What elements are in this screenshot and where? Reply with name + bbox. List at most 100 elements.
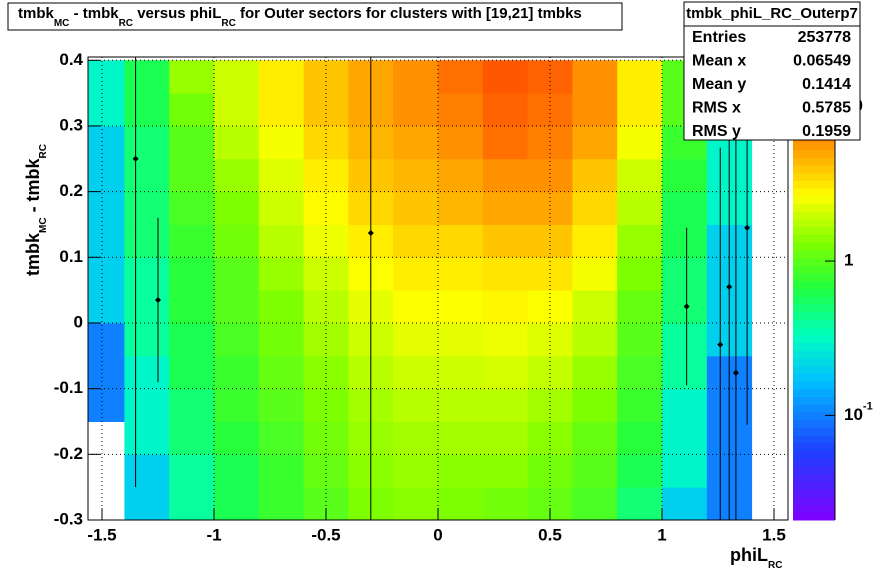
heat-cell: [393, 421, 439, 455]
stats-value: 0.06549: [793, 53, 851, 70]
heat-cell: [438, 290, 484, 324]
heat-cell: [303, 355, 349, 390]
heat-cell: [169, 125, 215, 160]
profile-point: [726, 283, 733, 290]
palette-swatch: [793, 327, 835, 336]
heat-cell: [438, 257, 484, 291]
y-tick-label: 0.2: [59, 181, 83, 200]
heat-cell: [258, 191, 305, 225]
heat-cell: [482, 191, 529, 225]
heat-cell: [438, 388, 484, 422]
heat-cell: [572, 322, 618, 357]
profile-point: [683, 303, 690, 310]
heat-cell: [662, 454, 708, 488]
palette-swatch: [793, 311, 835, 320]
palette-swatch: [793, 180, 835, 189]
heat-cell: [88, 388, 125, 422]
heat-cell: [393, 158, 439, 193]
heat-cell: [124, 93, 170, 127]
y-tick-label: 0.3: [59, 115, 83, 134]
heat-cell: [662, 355, 708, 390]
heat-cell: [438, 191, 484, 225]
heat-cell: [303, 191, 349, 225]
profile-point: [732, 369, 739, 376]
heat-cell: [258, 158, 305, 193]
heat-cell: [527, 158, 573, 193]
heat-cell: [662, 388, 708, 422]
palette-swatch: [793, 319, 835, 328]
heat-cell: [617, 355, 663, 390]
heat-cell: [572, 224, 618, 258]
subscript: RC: [768, 560, 782, 571]
palette-swatch: [793, 404, 835, 413]
heat-cell: [214, 158, 260, 193]
subscript: RC: [221, 18, 235, 29]
y-tick-label: -0.1: [54, 378, 83, 397]
heat-cell: [88, 257, 125, 291]
palette-swatch: [793, 234, 835, 243]
stats-box: tmbk_phiL_RC_Outerp7 Entries 253778 Mean x…: [683, 1, 861, 141]
heat-cell: [438, 355, 484, 390]
heat-cell: [393, 355, 439, 390]
text-run: - tmbk: [69, 5, 119, 22]
x-tick-label: 0.5: [538, 525, 562, 544]
heat-cell: [393, 322, 439, 357]
stats-value: 0.1959: [802, 123, 851, 140]
profile-point: [132, 155, 139, 162]
heat-cell: [482, 125, 529, 160]
palette-swatch: [793, 165, 835, 174]
heat-cell: [258, 257, 305, 291]
heat-cell: [617, 421, 663, 455]
x-axis-label: phiLRC: [730, 545, 782, 571]
heat-cell: [393, 93, 439, 127]
text-run: versus phiL: [133, 5, 221, 22]
stats-key: Mean x: [692, 53, 746, 70]
x-tick-label: 0: [433, 525, 442, 544]
palette-swatch: [793, 141, 835, 151]
heat-cell: [124, 421, 170, 455]
heat-cell: [214, 421, 260, 455]
stats-key: RMS x: [692, 100, 741, 117]
heat-cell: [303, 454, 349, 488]
palette-swatch: [793, 288, 835, 297]
heat-cell: [214, 224, 260, 258]
z-tick-label: 1: [844, 251, 853, 270]
heat-cell: [438, 322, 484, 357]
heat-cell: [124, 322, 170, 357]
heat-cell: [214, 388, 260, 422]
palette-swatch: [793, 342, 835, 351]
palette-swatch: [793, 512, 835, 521]
x-tick-label: 1: [657, 525, 666, 544]
heat-cell: [482, 158, 529, 193]
heat-cell: [438, 487, 484, 520]
heat-cell: [169, 421, 215, 455]
heat-cell: [393, 487, 439, 520]
heat-cell: [169, 257, 215, 291]
y-tick-label: 0.4: [59, 50, 83, 69]
heat-cell: [169, 322, 215, 357]
heat-cell: [124, 454, 170, 488]
heat-cell: [482, 388, 529, 422]
heat-cell: [572, 125, 618, 160]
chart-title: tmbkMC - tmbkRC versus phiLRC for Outer …: [18, 5, 582, 29]
palette-swatch: [793, 273, 835, 282]
text-run: - tmbk: [23, 157, 43, 217]
heat-cell: [527, 322, 573, 357]
heat-cell: [482, 421, 529, 455]
palette-swatch: [793, 435, 835, 444]
palette-swatch: [793, 411, 835, 421]
heat-cell: [572, 93, 618, 127]
stats-value: 253778: [798, 29, 851, 46]
title-box: [7, 2, 623, 31]
heat-cell: [169, 487, 215, 520]
heat-cell: [214, 125, 260, 160]
palette-swatch: [793, 396, 835, 405]
heat-cell: [169, 60, 215, 94]
heat-cell: [527, 355, 573, 390]
palette-swatch: [793, 195, 835, 205]
heat-cell: [572, 60, 618, 94]
palette-swatch: [793, 481, 835, 490]
heat-cell: [482, 454, 529, 488]
heat-cell: [124, 224, 170, 258]
